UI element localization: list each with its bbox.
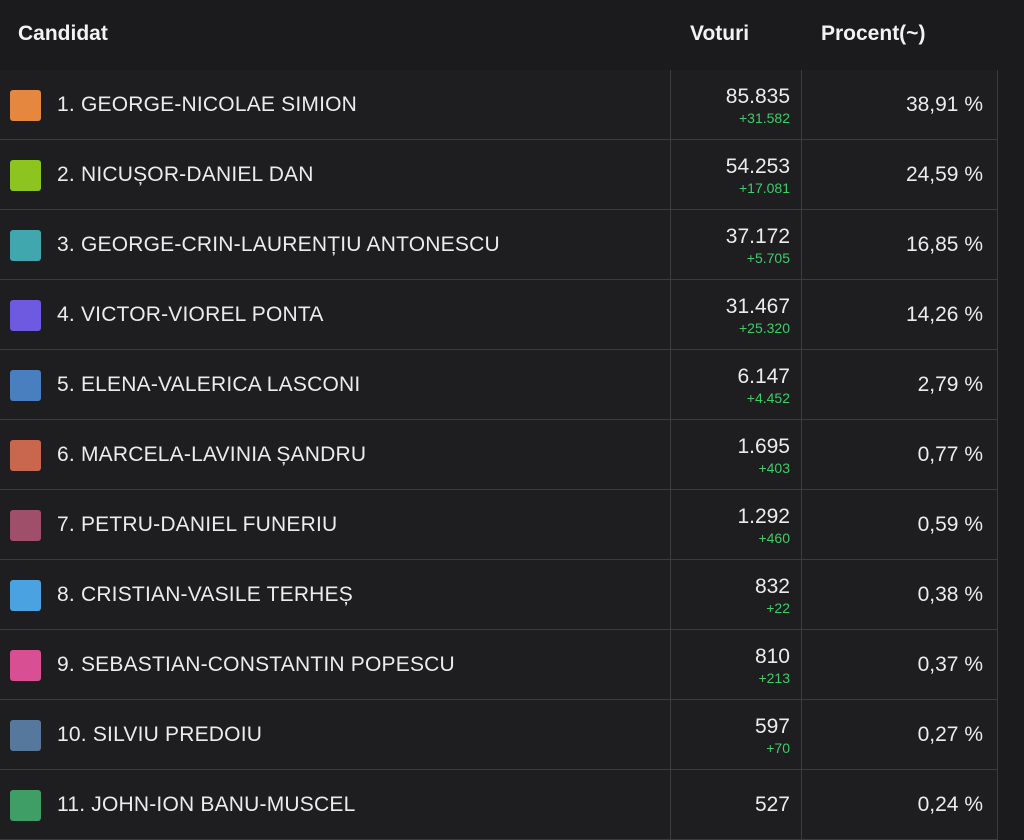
candidate-name: 6. MARCELA-LAVINIA ȘANDRU	[57, 443, 367, 466]
table-row: 2. NICUȘOR-DANIEL DAN 54.253 +17.081 24,59 …	[0, 140, 998, 210]
table-body: 1. GEORGE-NICOLAE SIMION 85.835 +31.582 38,…	[0, 70, 998, 840]
vote-count: 37.172	[725, 225, 790, 248]
column-divider	[801, 280, 802, 349]
vote-delta: +70	[766, 740, 790, 756]
table-row: 9. SEBASTIAN-CONSTANTIN POPESCU 810 +213 0,…	[0, 630, 998, 700]
candidate-color-swatch	[10, 300, 41, 331]
candidate-color-swatch	[10, 230, 41, 261]
vote-percent: 2,79 %	[917, 373, 983, 396]
column-divider	[801, 560, 802, 629]
column-divider	[801, 630, 802, 699]
table-row: 4. VICTOR-VIOREL PONTA 31.467 +25.320 14,26…	[0, 280, 998, 350]
column-divider	[670, 140, 671, 209]
candidate-color-swatch	[10, 90, 41, 121]
column-divider	[801, 490, 802, 559]
column-divider	[801, 70, 802, 139]
candidate-name: 5. ELENA-VALERICA LASCONI	[57, 373, 361, 396]
vote-delta: +17.081	[739, 180, 790, 196]
vote-percent: 14,26 %	[905, 303, 983, 326]
column-divider	[670, 350, 671, 419]
vote-percent: 0,59 %	[917, 513, 983, 536]
table-header: Candidat Voturi Procent(~)	[0, 0, 998, 71]
column-divider	[670, 70, 671, 139]
vote-percent: 0,38 %	[917, 583, 983, 606]
column-divider	[801, 140, 802, 209]
vote-count: 810	[754, 645, 790, 668]
candidate-name: 10. SILVIU PREDOIU	[57, 723, 263, 746]
candidate-name: 8. CRISTIAN-VASILE TERHEȘ	[57, 583, 353, 606]
column-divider	[801, 350, 802, 419]
vote-delta: +403	[758, 460, 790, 476]
column-divider	[670, 210, 671, 279]
candidate-color-swatch	[10, 580, 41, 611]
vote-count: 54.253	[725, 155, 790, 178]
vote-percent: 16,85 %	[905, 233, 983, 256]
column-divider	[801, 770, 802, 839]
column-divider	[670, 630, 671, 699]
table-row: 6. MARCELA-LAVINIA ȘANDRU 1.695 +403 0,77 %	[0, 420, 998, 490]
vote-count: 527	[754, 793, 790, 816]
column-divider	[801, 210, 802, 279]
column-divider	[670, 770, 671, 839]
vote-count: 832	[754, 575, 790, 598]
vote-percent: 0,24 %	[917, 793, 983, 816]
table-row: 7. PETRU-DANIEL FUNERIU 1.292 +460 0,59 %	[0, 490, 998, 560]
candidate-name: 2. NICUȘOR-DANIEL DAN	[57, 163, 314, 186]
header-candidate[interactable]: Candidat	[18, 22, 108, 45]
table-row: 8. CRISTIAN-VASILE TERHEȘ 832 +22 0,38 %	[0, 560, 998, 630]
vote-delta: +213	[758, 670, 790, 686]
vote-delta: +22	[766, 600, 790, 616]
candidate-color-swatch	[10, 370, 41, 401]
candidate-color-swatch	[10, 440, 41, 471]
column-divider	[670, 420, 671, 489]
candidate-name: 4. VICTOR-VIOREL PONTA	[57, 303, 324, 326]
vote-percent: 0,77 %	[917, 443, 983, 466]
candidate-name: 1. GEORGE-NICOLAE SIMION	[57, 93, 358, 116]
column-divider	[801, 420, 802, 489]
candidate-name: 11. JOHN-ION BANU-MUSCEL	[57, 793, 356, 816]
vote-delta: +460	[758, 530, 790, 546]
header-votes[interactable]: Voturi	[690, 22, 750, 45]
candidate-name: 7. PETRU-DANIEL FUNERIU	[57, 513, 338, 536]
candidate-name: 9. SEBASTIAN-CONSTANTIN POPESCU	[57, 653, 455, 676]
candidate-color-swatch	[10, 510, 41, 541]
vote-count: 31.467	[725, 295, 790, 318]
table-row: 5. ELENA-VALERICA LASCONI 6.147 +4.452 2,79…	[0, 350, 998, 420]
vote-count: 85.835	[725, 85, 790, 108]
header-percent[interactable]: Procent(~)	[821, 22, 926, 45]
vote-count: 1.695	[737, 435, 790, 458]
vote-delta: +4.452	[746, 390, 790, 406]
candidate-color-swatch	[10, 790, 41, 821]
candidate-name: 3. GEORGE-CRIN-LAURENȚIU ANTONESCU	[57, 233, 500, 256]
table-row: 3. GEORGE-CRIN-LAURENȚIU ANTONESCU 37.172…	[0, 210, 998, 280]
column-divider	[670, 560, 671, 629]
vote-percent: 38,91 %	[905, 93, 983, 116]
column-divider	[801, 700, 802, 769]
vote-count: 1.292	[737, 505, 790, 528]
table-row: 11. JOHN-ION BANU-MUSCEL 527 0,24 %	[0, 770, 998, 840]
candidate-color-swatch	[10, 650, 41, 681]
candidate-color-swatch	[10, 720, 41, 751]
vote-percent: 0,37 %	[917, 653, 983, 676]
vote-delta: +25.320	[739, 320, 790, 336]
vote-percent: 0,27 %	[917, 723, 983, 746]
table-row: 10. SILVIU PREDOIU 597 +70 0,27 %	[0, 700, 998, 770]
candidate-color-swatch	[10, 160, 41, 191]
vote-delta: +5.705	[746, 250, 790, 266]
vote-delta: +31.582	[739, 110, 790, 126]
vote-count: 597	[754, 715, 790, 738]
table-row: 1. GEORGE-NICOLAE SIMION 85.835 +31.582 38,…	[0, 70, 998, 140]
column-divider	[670, 280, 671, 349]
vote-count: 6.147	[737, 365, 790, 388]
vote-percent: 24,59 %	[905, 163, 983, 186]
column-divider	[670, 490, 671, 559]
column-divider	[670, 700, 671, 769]
